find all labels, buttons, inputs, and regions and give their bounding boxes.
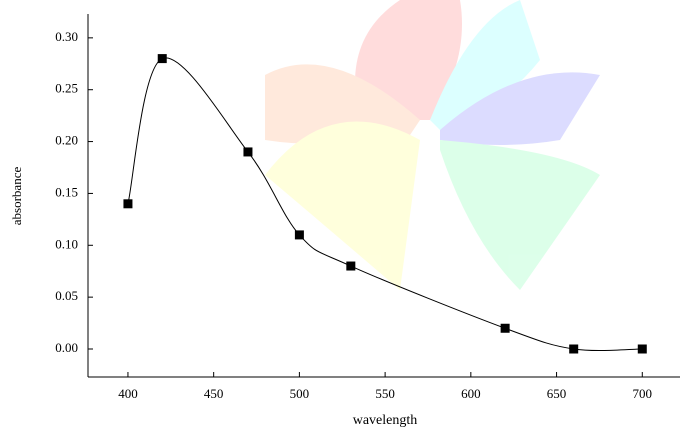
x-tick-label: 650: [547, 386, 567, 401]
x-tick-label: 700: [633, 386, 653, 401]
data-point: [123, 199, 133, 209]
x-tick-label: 500: [290, 386, 310, 401]
data-point: [346, 261, 356, 271]
y-tick-label: 0.20: [55, 133, 78, 148]
data-point: [294, 230, 304, 240]
data-point: [637, 344, 647, 354]
watermark: [265, 0, 600, 291]
x-tick-label: 550: [375, 386, 395, 401]
y-tick-label: 0.15: [55, 184, 78, 199]
y-tick-label: 0.00: [55, 340, 78, 355]
x-tick-label: 400: [118, 386, 138, 401]
x-tick-label: 600: [461, 386, 481, 401]
y-tick-label: 0.10: [55, 236, 78, 251]
y-tick-label: 0.05: [55, 288, 78, 303]
data-point: [243, 147, 253, 157]
data-point: [500, 323, 510, 333]
y-axis-label: absorbance: [9, 167, 24, 226]
x-axis-label: wavelength: [353, 413, 418, 428]
data-point: [157, 54, 167, 64]
data-point: [569, 344, 579, 354]
y-tick-label: 0.30: [55, 29, 78, 44]
y-tick-label: 0.25: [55, 81, 78, 96]
x-tick-label: 450: [204, 386, 224, 401]
